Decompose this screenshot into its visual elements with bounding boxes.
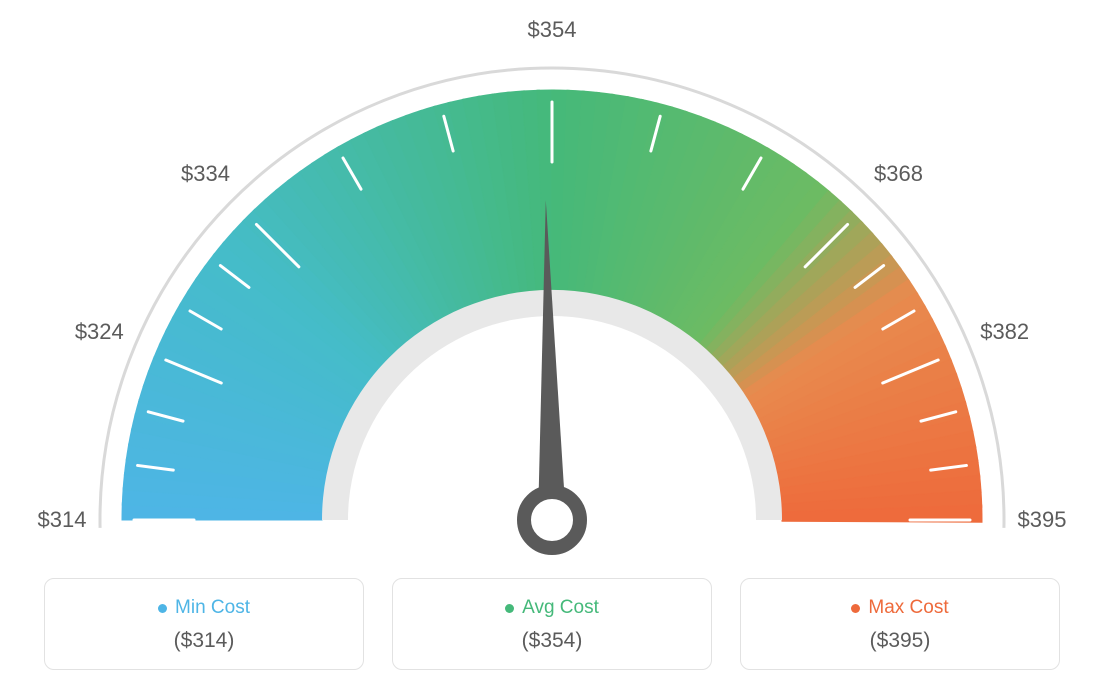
gauge-tick-label: $354 [528, 17, 577, 43]
gauge-hub [524, 492, 580, 548]
gauge-chart: $314 $324 $334 $354 $368 $382 $395 [0, 0, 1104, 560]
legend-title-avg: Avg Cost [505, 597, 599, 619]
legend-title-min: Min Cost [158, 597, 250, 619]
legend-dot-max [851, 604, 860, 613]
legend-title-text-min: Min Cost [175, 597, 250, 619]
legend-value-min: ($314) [55, 629, 353, 653]
legend-title-max: Max Cost [851, 597, 948, 619]
legend-dot-min [158, 604, 167, 613]
legend-title-text-avg: Avg Cost [522, 597, 599, 619]
legend-value-max: ($395) [751, 629, 1049, 653]
gauge-tick-label: $324 [75, 319, 124, 345]
gauge-svg [0, 0, 1104, 560]
legend-title-text-max: Max Cost [868, 597, 948, 619]
gauge-tick-label: $382 [980, 319, 1029, 345]
legend-dot-avg [505, 604, 514, 613]
gauge-tick-label: $368 [874, 161, 923, 187]
legend-row: Min Cost ($314) Avg Cost ($354) Max Cost… [0, 578, 1104, 670]
gauge-tick-label: $314 [38, 507, 87, 533]
legend-card-min: Min Cost ($314) [44, 578, 364, 670]
gauge-tick-label: $334 [181, 161, 230, 187]
legend-value-avg: ($354) [403, 629, 701, 653]
legend-card-max: Max Cost ($395) [740, 578, 1060, 670]
gauge-tick-label: $395 [1018, 507, 1067, 533]
legend-card-avg: Avg Cost ($354) [392, 578, 712, 670]
